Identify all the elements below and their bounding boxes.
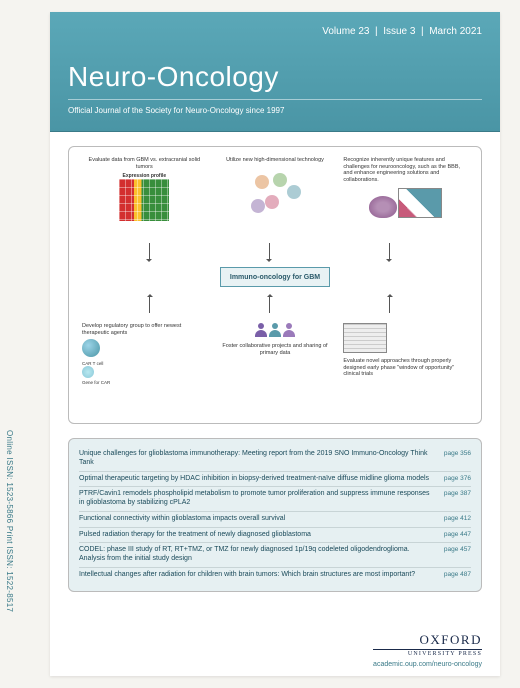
cover-figure: Evaluate data from GBM vs. extracranial … [68, 146, 482, 424]
gene-icon [82, 366, 94, 378]
journal-subtitle: Official Journal of the Society for Neur… [68, 106, 482, 115]
toc-title: Intellectual changes after radiation for… [79, 571, 444, 580]
fig-top-left: Evaluate data from GBM vs. extracranial … [79, 157, 210, 241]
publisher-subname: UNIVERSITY PRESS [373, 649, 482, 657]
arrow-icon [149, 243, 150, 261]
arrow-icon [269, 295, 270, 313]
cover-page: Volume 23 | Issue 3 | March 2021 Neuro-O… [50, 12, 500, 676]
cover-footer: OXFORD UNIVERSITY PRESS academic.oup.com… [68, 632, 482, 668]
toc-title: PTRF/Cavin1 remodels phospholipid metabo… [79, 490, 444, 508]
toc-item: Intellectual changes after radiation for… [79, 568, 471, 583]
fig-top-right: Recognize inherently unique features and… [340, 157, 471, 241]
brain-icon [369, 196, 397, 218]
toc-item: Pulsed radiation therapy for the treatme… [79, 528, 471, 544]
toc-title: CODEL: phase III study of RT, RT+TMZ, or… [79, 546, 444, 564]
toc-page: page 387 [444, 490, 471, 498]
fig-bottom-middle: Foster collaborative projects and sharin… [210, 323, 341, 413]
fig-label: Foster collaborative projects and sharin… [213, 343, 338, 356]
toc-page: page 356 [444, 450, 471, 458]
toc-title: Functional connectivity within glioblast… [79, 515, 444, 524]
toc-item: Functional connectivity within glioblast… [79, 512, 471, 528]
trial-document-icon [343, 323, 387, 353]
expression-heatmap [119, 179, 169, 221]
fig-top-middle: Utilize new high-dimensional technology [210, 157, 341, 241]
car-t-label: CAR T cell [82, 361, 207, 366]
bbb-illustration [398, 188, 442, 218]
toc-page: page 447 [444, 531, 471, 539]
journal-header: Volume 23 | Issue 3 | March 2021 Neuro-O… [50, 12, 500, 132]
toc-item: Optimal therapeutic targeting by HDAC in… [79, 472, 471, 488]
journal-url: academic.oup.com/neuro-oncology [373, 661, 482, 668]
fig-label: Develop regulatory group to offer newest… [82, 323, 207, 336]
figure-bottom-row: Develop regulatory group to offer newest… [79, 323, 471, 413]
arrow-icon [269, 243, 270, 261]
tsne-scatter [243, 167, 307, 219]
toc-page: page 487 [444, 571, 471, 579]
issue-info: Volume 23 | Issue 3 | March 2021 [68, 22, 482, 37]
fig-label: Utilize new high-dimensional technology [213, 157, 338, 164]
publisher-name: OXFORD [373, 632, 482, 648]
fig-label: Evaluate novel approaches through proper… [343, 358, 468, 378]
fig-label: Evaluate data from GBM vs. extracranial … [82, 157, 207, 170]
figure-top-row: Evaluate data from GBM vs. extracranial … [79, 157, 471, 241]
publisher-logo: OXFORD UNIVERSITY PRESS [373, 632, 482, 657]
arrow-icon [149, 295, 150, 313]
arrow-icon [389, 295, 390, 313]
gene-label: Gene for CAR [82, 380, 207, 385]
issue: Issue 3 [383, 26, 415, 37]
date: March 2021 [429, 26, 482, 37]
collaboration-icon [255, 323, 295, 337]
toc-item: CODEL: phase III study of RT, RT+TMZ, or… [79, 543, 471, 568]
toc-item: PTRF/Cavin1 remodels phospholipid metabo… [79, 487, 471, 512]
toc-title: Optimal therapeutic targeting by HDAC in… [79, 475, 444, 484]
fig-bottom-right: Evaluate novel approaches through proper… [340, 323, 471, 413]
toc-title: Pulsed radiation therapy for the treatme… [79, 531, 444, 540]
journal-title: Neuro-Oncology [68, 61, 482, 93]
issn-sidebar: Online ISSN: 1523-5866 Print ISSN: 1522-… [5, 430, 14, 612]
fig-bottom-left: Develop regulatory group to offer newest… [79, 323, 210, 413]
toc-page: page 457 [444, 546, 471, 554]
toc-page: page 412 [444, 515, 471, 523]
figure-center-label: Immuno-oncology for GBM [220, 267, 330, 287]
toc-page: page 376 [444, 475, 471, 483]
fig-label: Recognize inherently unique features and… [343, 157, 468, 183]
toc-title: Unique challenges for glioblastoma immun… [79, 450, 444, 468]
toc-item: Unique challenges for glioblastoma immun… [79, 447, 471, 472]
volume: Volume 23 [322, 26, 369, 37]
table-of-contents: Unique challenges for glioblastoma immun… [68, 438, 482, 592]
divider [68, 99, 482, 100]
car-t-cell-icon [82, 339, 100, 357]
arrow-icon [389, 243, 390, 261]
